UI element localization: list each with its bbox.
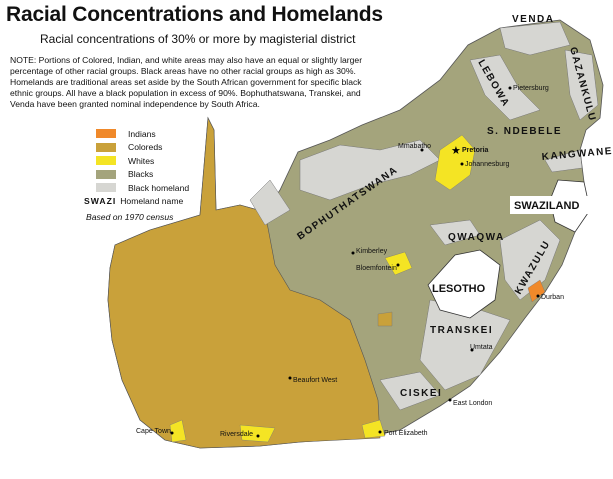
homeland-lebowa	[469, 54, 541, 121]
label-qwaqwa: QWAQWA	[448, 232, 505, 243]
legend-swatch	[96, 129, 116, 139]
white-area-port-elizabeth	[361, 419, 386, 439]
city-durban: Durban	[541, 294, 564, 301]
legend-item-whites: Whites	[96, 154, 189, 168]
legend-item-coloreds: Coloreds	[96, 141, 189, 155]
city-dot-pietersburg	[508, 86, 512, 90]
label-transkei: TRANSKEI	[430, 325, 493, 336]
city-bloemfontein: Bloemfontein	[356, 265, 397, 272]
city-pietersburg: Pietersburg	[513, 85, 549, 92]
homeland-misc	[249, 179, 291, 226]
city-dot-bloemfontein	[396, 263, 400, 267]
colored-area-east	[377, 311, 393, 327]
legend-label: Coloreds	[128, 142, 163, 153]
capital-star-icon: ★	[451, 145, 461, 157]
city-riversdale: Riversdale	[220, 431, 253, 438]
legend-label: Black homeland	[128, 182, 190, 193]
legend-swatch	[96, 169, 116, 179]
homeland-qwaqwa	[429, 219, 481, 246]
city-dot-umtata	[470, 348, 474, 352]
legend-item-black-homeland: Black homeland	[96, 181, 189, 195]
legend-swatch	[96, 183, 116, 193]
homeland-kwazulu	[499, 219, 561, 301]
label-lesotho: LESOTHO	[432, 283, 486, 295]
legend-swatch	[96, 156, 116, 166]
city-dot-beaufort-west	[288, 376, 292, 380]
city-cape-town: Cape Town	[136, 428, 171, 435]
city-dot-mmabatho	[420, 148, 424, 152]
city-markers: Pietersburg ★ Pretoria Johannesburg Mmab…	[136, 85, 564, 438]
lesotho	[427, 249, 501, 319]
homeland-gazankulu	[564, 49, 599, 121]
label-swaziland: SWAZILAND	[514, 200, 579, 212]
map-title: Racial Concentrations and Homelands	[6, 3, 383, 26]
legend-item-indians: Indians	[96, 127, 189, 141]
map-note: NOTE: Portions of Colored, Indian, and w…	[10, 55, 363, 109]
homeland-venda	[499, 21, 571, 56]
city-port-elizabeth: Port Elizabeth	[384, 430, 428, 437]
city-beaufort-west: Beaufort West	[293, 377, 337, 384]
white-area-cape-town	[169, 419, 187, 443]
legend-label: Indians	[128, 128, 156, 139]
city-mmabatho: Mmabatho	[398, 143, 431, 150]
city-dot-port-elizabeth	[378, 430, 382, 434]
legend-census: Based on 1970 census	[86, 211, 174, 222]
city-dot-durban	[536, 294, 540, 298]
legend-swazi-sample: SWAZI	[84, 196, 117, 207]
legend-label: Blacks	[128, 169, 154, 180]
white-area-bloemfontein	[384, 251, 413, 276]
homeland-bophuthatswana	[299, 139, 441, 201]
map-subtitle: Racial concentrations of 30% or more by …	[40, 32, 356, 46]
legend-swatch	[96, 142, 116, 152]
city-pretoria: Pretoria	[462, 147, 489, 154]
city-johannesburg: Johannesburg	[465, 161, 509, 168]
white-area-riversdale	[239, 424, 276, 443]
white-area-pretoria	[434, 134, 476, 191]
city-dot-east-london	[448, 398, 452, 402]
city-east-london: East London	[453, 400, 492, 407]
city-dot-johannesburg	[460, 162, 464, 166]
city-kimberley: Kimberley	[356, 248, 388, 255]
homeland-areas	[249, 21, 599, 411]
white-areas	[169, 134, 476, 443]
homeland-kangwane	[544, 149, 583, 173]
swaziland-label-bg	[510, 196, 602, 214]
homeland-ciskei	[379, 371, 441, 411]
city-dot-riversdale	[256, 434, 260, 438]
city-dot-kimberley	[351, 251, 355, 255]
city-dot-cape-town	[170, 431, 174, 435]
label-venda: VENDA	[512, 14, 555, 25]
indian-area-durban	[527, 279, 546, 303]
label-ciskei: CISKEI	[400, 388, 442, 399]
legend-label: Homeland name	[120, 196, 184, 207]
city-umtata: Umtata	[470, 344, 493, 351]
label-s-ndebele: S. NDEBELE	[487, 126, 562, 137]
legend-label: Whites	[128, 155, 155, 166]
legend-item-blacks: Blacks	[96, 168, 189, 182]
legend-item-homeland-name: SWAZI Homeland name	[84, 195, 189, 209]
map-legend: Indians Coloreds Whites Blacks Black hom…	[84, 127, 189, 224]
